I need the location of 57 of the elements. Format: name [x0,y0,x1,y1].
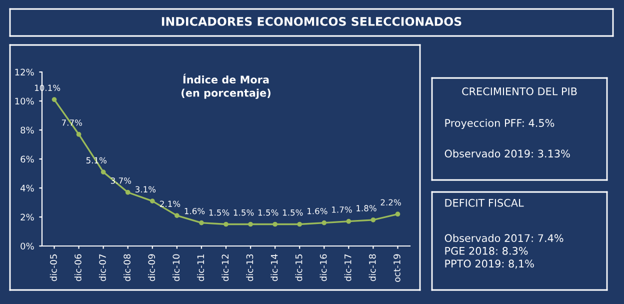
text: Proyeccion PFF: 4.5% [445,118,554,129]
y-tick-label: 6% [20,156,34,163]
point [322,220,327,226]
text: INDICADORES ECONOMICOS SELECCIONADOS [162,16,462,26]
x-tick-label: dic-10 [172,254,180,282]
data-label: 1.5% [209,209,230,216]
point [199,220,204,226]
x-tick-label: oct-19 [394,254,400,282]
x-tick-label: dic-17 [344,254,352,282]
x-tick-label: dic-09 [148,254,156,282]
point [272,222,278,227]
data-label: 1.7% [332,206,352,213]
text: CRECIMIENTO DEL PIB [462,87,577,96]
y-tick-label: 12% [15,68,34,76]
text: Observado 2017: 7.4% [444,234,564,242]
point [125,190,130,195]
point [346,218,352,224]
text: Observado 2019: 3.13% [444,149,570,158]
data-label: 2.1% [160,200,180,207]
text: PGE 2018: 8.3% [445,246,528,255]
point [174,213,180,218]
data-label: 1.6% [308,208,328,214]
point [297,222,302,227]
point [224,222,228,227]
point [370,217,376,222]
y-tick-label: 2% [20,214,34,221]
data-label: 1.5% [282,209,303,216]
x-tick-label: dic-05 [50,254,57,282]
y-tick-label: 10% [15,98,34,105]
data-label: 1.5% [234,209,254,216]
x-tick-label: dic-08 [124,254,130,282]
point [150,198,155,204]
x-tick-label: dic-07 [98,254,106,282]
y-tick-label: 0% [20,242,34,250]
text: PPTO 2019: 8,1% [445,260,534,269]
point [395,212,400,217]
x-tick-label: dic-15 [295,254,302,282]
data-label: 1.8% [356,205,376,212]
data-label: 1.5% [258,209,278,216]
x-tick-label: dic-14 [270,254,278,282]
data-label: 3.1% [136,186,156,192]
y-tick-label: 8% [20,126,34,134]
x-tick-label: dic-13 [246,254,254,282]
x-tick-label: dic-11 [197,254,204,282]
x-tick-label: dic-18 [368,254,376,282]
x-tick-label: dic-06 [74,254,82,282]
x-tick-label: dic-12 [222,254,229,282]
y-tick-label: 4% [20,184,34,192]
point [52,97,57,102]
point [248,222,253,227]
data-label: 1.6% [184,208,205,214]
point [76,132,82,137]
x-tick-label: dic-16 [320,254,327,282]
data-label: 2.2% [380,199,401,206]
point [100,170,106,174]
text: DEFICIT FISCAL [445,198,524,207]
text: Índice de Mora (en porcentaje) [182,74,270,99]
